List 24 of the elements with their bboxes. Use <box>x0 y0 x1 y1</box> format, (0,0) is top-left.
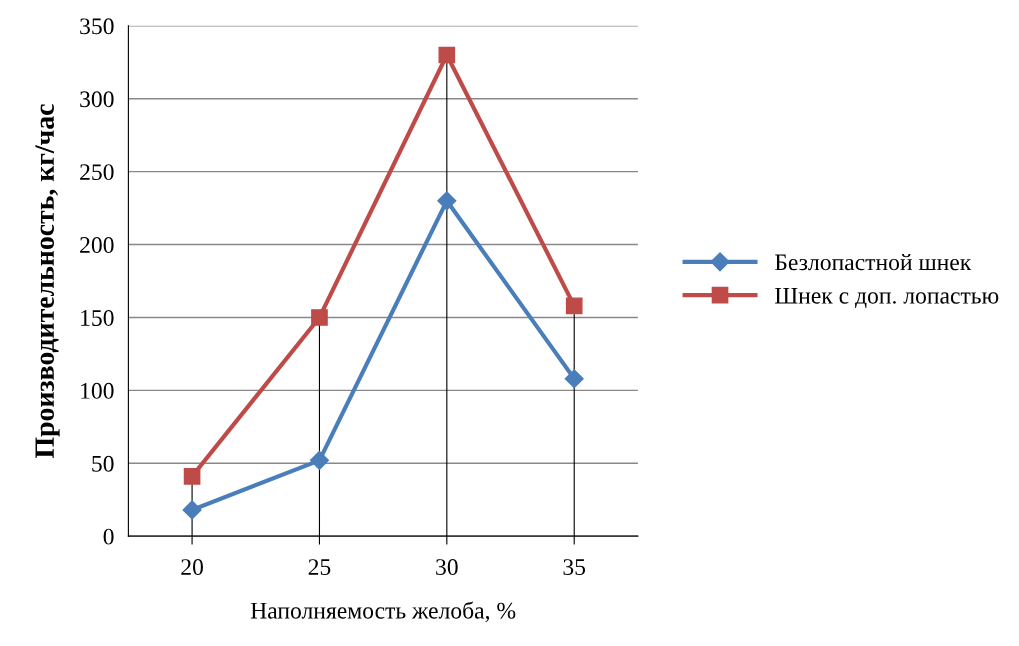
point <box>309 450 329 470</box>
point <box>182 500 202 520</box>
point <box>311 309 328 326</box>
y-tick-label: 250 <box>80 164 114 181</box>
y-tick-label: 200 <box>80 237 114 253</box>
y-tick-label: 100 <box>81 382 114 399</box>
point <box>437 191 457 211</box>
point <box>565 297 583 315</box>
y-tick-label: 50 <box>92 455 114 472</box>
y-tick-label: 150 <box>81 309 114 326</box>
y-tick-label: 350 <box>80 18 114 35</box>
x-tick-label: 25 <box>308 559 331 576</box>
y-tick-label: 300 <box>80 91 114 108</box>
x-axis-title: Наполняемость желоба, % <box>250 601 516 623</box>
point <box>564 369 584 389</box>
point <box>438 46 456 64</box>
x-tick-label: 30 <box>436 559 458 576</box>
point <box>183 468 201 485</box>
y-axis-title: Производительность, кг/час <box>35 104 60 458</box>
x-tick-label: 20 <box>181 559 203 576</box>
legend-label: Безлопастной шнек <box>775 253 972 271</box>
y-tick-label: 0 <box>103 528 114 545</box>
x-tick-label: 35 <box>563 559 586 576</box>
legend-label: Шнек с доп. лопастью <box>775 287 999 309</box>
